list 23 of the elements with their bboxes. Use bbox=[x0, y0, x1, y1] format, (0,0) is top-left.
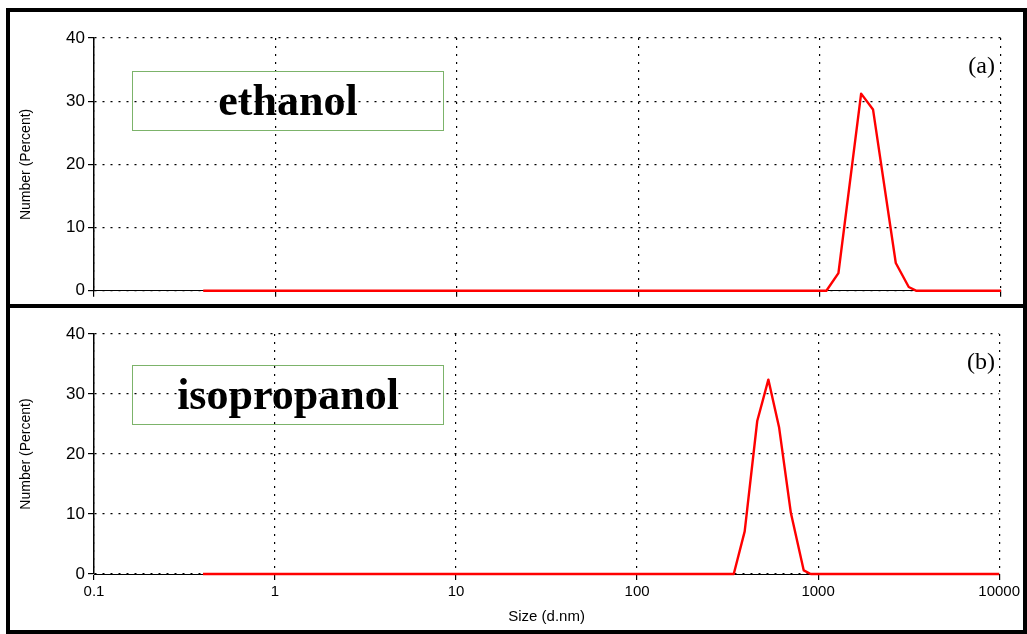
x-tick-label: 10000 bbox=[978, 582, 1020, 600]
annotation: ethanol bbox=[132, 70, 444, 131]
x-axis-title: Size (d.nm) bbox=[508, 607, 585, 625]
y-axis-title: Number (Percent) bbox=[17, 108, 34, 221]
y-tick-label: 10 bbox=[66, 217, 85, 237]
y-axis-title: Number (Percent) bbox=[17, 398, 34, 510]
annotation: (b) bbox=[967, 348, 995, 375]
y-tick-label: 0 bbox=[75, 563, 85, 583]
annotation: (a) bbox=[968, 52, 995, 79]
x-tick-label: 100 bbox=[624, 582, 650, 600]
y-tick-label: 40 bbox=[66, 323, 85, 343]
y-tick-label: 20 bbox=[66, 154, 85, 174]
x-tick-label: 1000 bbox=[801, 582, 835, 600]
y-tick-label: 0 bbox=[75, 280, 85, 300]
y-tick-label: 30 bbox=[66, 90, 85, 110]
annotation: isopropanol bbox=[132, 365, 444, 426]
x-tick-label: 1 bbox=[270, 582, 280, 600]
x-tick-label: 0.1 bbox=[83, 582, 105, 600]
y-tick-label: 20 bbox=[66, 443, 85, 463]
y-tick-label: 40 bbox=[66, 27, 85, 47]
y-tick-label: 10 bbox=[66, 503, 85, 523]
y-tick-label: 30 bbox=[66, 383, 85, 403]
x-tick-label: 10 bbox=[447, 582, 465, 600]
